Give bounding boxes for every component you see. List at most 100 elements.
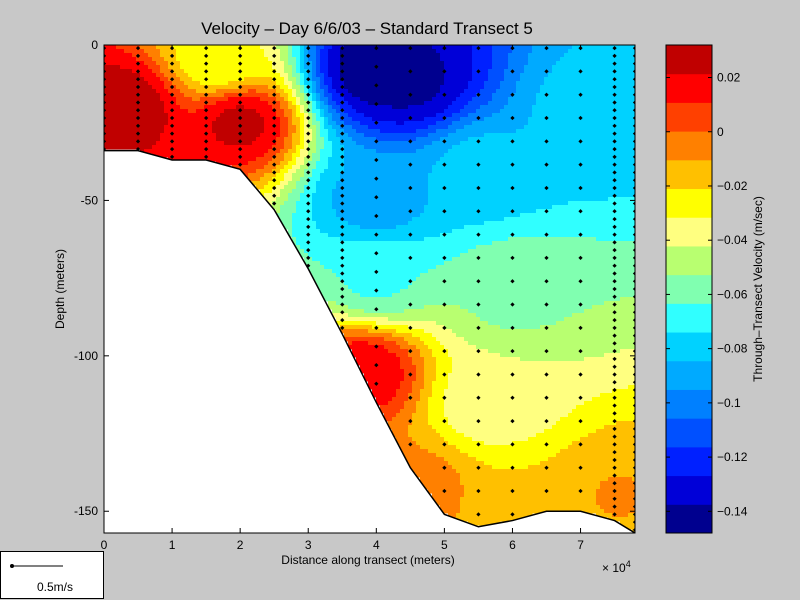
velocity-cell bbox=[292, 157, 297, 162]
velocity-cell bbox=[232, 109, 237, 114]
velocity-cell bbox=[420, 453, 425, 458]
velocity-cell bbox=[416, 189, 421, 194]
velocity-cell bbox=[360, 81, 365, 86]
velocity-cell bbox=[288, 97, 293, 102]
velocity-cell bbox=[360, 305, 365, 310]
velocity-cell bbox=[428, 273, 433, 278]
velocity-cell bbox=[344, 145, 349, 150]
velocity-cell bbox=[264, 105, 269, 110]
velocity-cell bbox=[364, 105, 369, 110]
velocity-cell bbox=[436, 109, 441, 114]
velocity-cell bbox=[304, 69, 309, 74]
velocity-cell bbox=[228, 141, 233, 146]
velocity-cell bbox=[432, 197, 437, 202]
velocity-cell bbox=[364, 365, 369, 370]
velocity-cell bbox=[208, 141, 213, 146]
velocity-cell bbox=[328, 109, 333, 114]
velocity-cell bbox=[340, 313, 345, 318]
velocity-cell bbox=[448, 85, 453, 90]
velocity-cell bbox=[448, 237, 453, 242]
velocity-cell bbox=[256, 93, 261, 98]
velocity-cell bbox=[164, 45, 169, 50]
velocity-cell bbox=[276, 93, 281, 98]
velocity-cell bbox=[352, 209, 357, 214]
velocity-cell bbox=[396, 89, 401, 94]
velocity-cell bbox=[384, 161, 389, 166]
velocity-cell bbox=[380, 157, 385, 162]
velocity-cell bbox=[384, 177, 389, 182]
velocity-cell bbox=[280, 69, 285, 74]
velocity-cell bbox=[296, 141, 301, 146]
velocity-cell bbox=[196, 117, 201, 122]
velocity-cell bbox=[300, 141, 305, 146]
velocity-cell bbox=[428, 133, 433, 138]
velocity-cell bbox=[440, 257, 445, 262]
velocity-cell bbox=[436, 209, 441, 214]
velocity-cell bbox=[324, 177, 329, 182]
velocity-cell bbox=[260, 93, 265, 98]
velocity-cell bbox=[296, 57, 301, 62]
velocity-cell bbox=[380, 149, 385, 154]
velocity-cell bbox=[152, 93, 157, 98]
velocity-cell bbox=[452, 57, 457, 62]
velocity-cell bbox=[396, 433, 401, 438]
velocity-cell bbox=[212, 89, 217, 94]
velocity-cell bbox=[448, 109, 453, 114]
velocity-cell bbox=[432, 49, 437, 54]
velocity-cell bbox=[388, 249, 393, 254]
velocity-cell bbox=[300, 69, 305, 74]
velocity-cell bbox=[384, 313, 389, 318]
velocity-cell bbox=[380, 409, 385, 414]
velocity-cell bbox=[444, 429, 449, 434]
velocity-cell bbox=[432, 305, 437, 310]
velocity-cell bbox=[304, 121, 309, 126]
velocity-cell bbox=[404, 345, 409, 350]
velocity-cell bbox=[304, 229, 309, 234]
velocity-cell bbox=[204, 105, 209, 110]
velocity-cell bbox=[436, 141, 441, 146]
velocity-cell bbox=[404, 385, 409, 390]
velocity-cell bbox=[216, 73, 221, 78]
velocity-cell bbox=[424, 177, 429, 182]
velocity-cell bbox=[344, 233, 349, 238]
velocity-cell bbox=[428, 357, 433, 362]
velocity-cell bbox=[436, 97, 441, 102]
velocity-cell bbox=[388, 57, 393, 62]
velocity-cell bbox=[424, 437, 429, 442]
velocity-cell bbox=[368, 69, 373, 74]
velocity-cell bbox=[372, 177, 377, 182]
velocity-cell bbox=[256, 153, 261, 158]
velocity-cell bbox=[252, 65, 257, 70]
velocity-cell bbox=[412, 317, 417, 322]
velocity-cell bbox=[436, 309, 441, 314]
velocity-cell bbox=[452, 241, 457, 246]
velocity-cell bbox=[300, 209, 305, 214]
velocity-cell bbox=[452, 121, 457, 126]
velocity-cell bbox=[296, 105, 301, 110]
velocity-cell bbox=[340, 105, 345, 110]
velocity-cell bbox=[372, 161, 377, 166]
velocity-cell bbox=[444, 213, 449, 218]
velocity-cell bbox=[396, 157, 401, 162]
velocity-cell bbox=[128, 85, 133, 90]
velocity-cell bbox=[276, 73, 281, 78]
velocity-cell bbox=[124, 57, 129, 62]
velocity-cell bbox=[348, 53, 353, 58]
velocity-cell bbox=[420, 49, 425, 54]
velocity-cell bbox=[176, 93, 181, 98]
velocity-cell bbox=[412, 213, 417, 218]
velocity-cell bbox=[320, 121, 325, 126]
velocity-cell bbox=[260, 69, 265, 74]
velocity-cell bbox=[440, 221, 445, 226]
velocity-cell bbox=[104, 49, 109, 54]
velocity-cell bbox=[184, 101, 189, 106]
velocity-cell bbox=[296, 117, 301, 122]
velocity-cell bbox=[312, 269, 317, 274]
velocity-cell bbox=[396, 121, 401, 126]
velocity-cell bbox=[236, 73, 241, 78]
velocity-cell bbox=[368, 73, 373, 78]
velocity-cell bbox=[380, 261, 385, 266]
velocity-cell bbox=[312, 213, 317, 218]
velocity-cell bbox=[404, 193, 409, 198]
velocity-cell bbox=[392, 113, 397, 118]
